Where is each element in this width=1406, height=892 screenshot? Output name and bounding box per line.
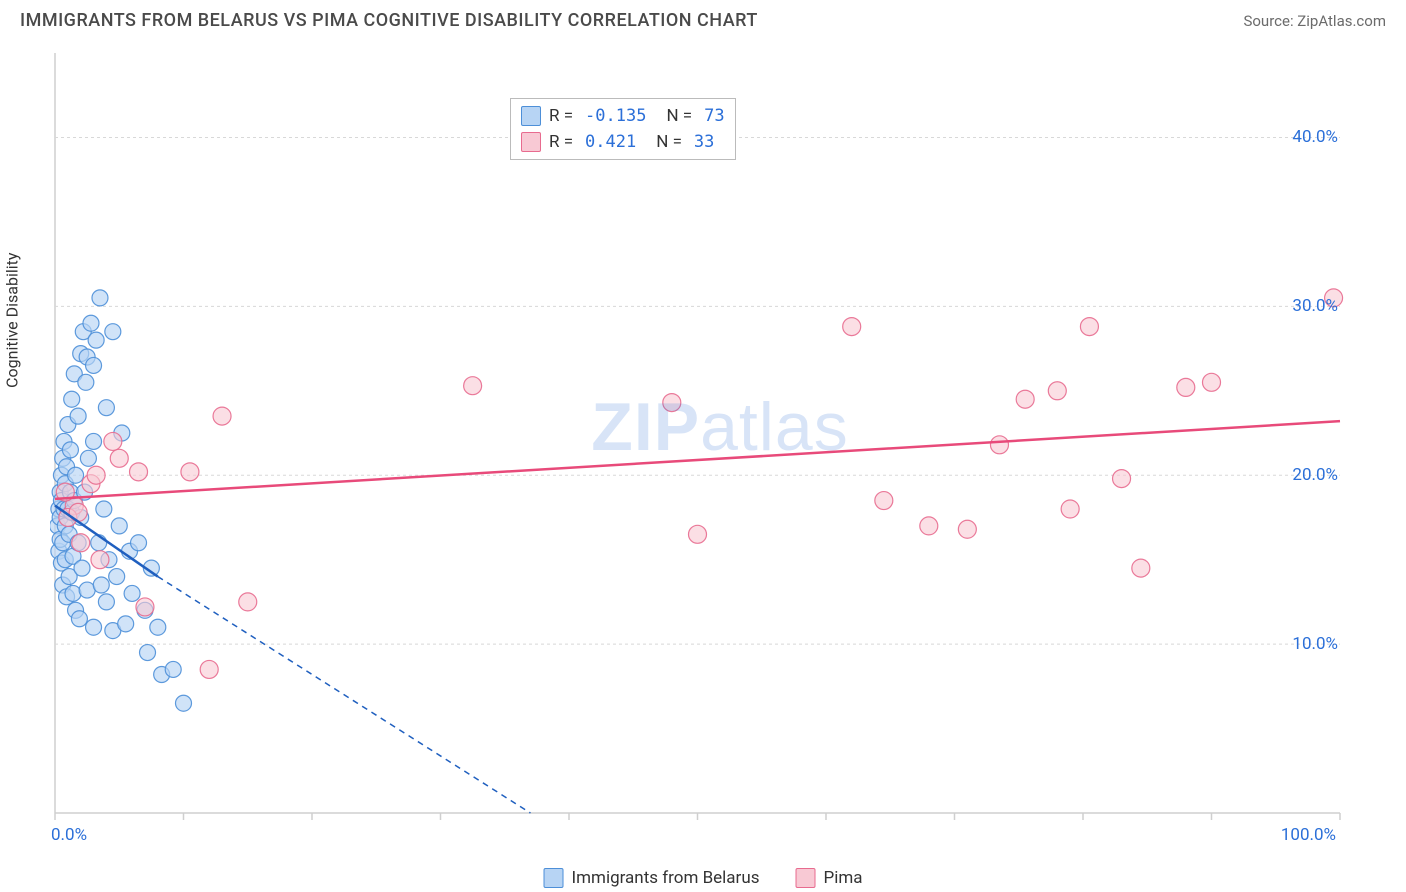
legend-label-2: Pima	[823, 868, 862, 888]
stats-legend-box: R = -0.135 N = 73 R = 0.421 N = 33	[510, 98, 736, 160]
y-tick-label: 30.0%	[1292, 296, 1338, 316]
legend-item-1: Immigrants from Belarus	[544, 868, 760, 888]
x-tick-label: 0.0%	[51, 825, 87, 845]
r-value-2: 0.421	[585, 132, 636, 152]
legend-item-2: Pima	[795, 868, 862, 888]
chart-area: ZIPatlas R = -0.135 N = 73 R = 0.421 N =…	[50, 48, 1390, 838]
n-value-2: 33	[694, 132, 714, 152]
r-value-1: -0.135	[585, 106, 646, 126]
y-tick-label: 10.0%	[1292, 634, 1338, 654]
legend-label-1: Immigrants from Belarus	[572, 868, 760, 888]
bottom-legend: Immigrants from Belarus Pima	[544, 868, 863, 888]
chart-title: IMMIGRANTS FROM BELARUS VS PIMA COGNITIV…	[20, 10, 758, 31]
stats-swatch-2	[521, 132, 541, 152]
y-axis-label: Cognitive Disability	[3, 253, 22, 388]
legend-swatch-2	[795, 868, 815, 888]
stats-swatch-1	[521, 106, 541, 126]
chart-header: IMMIGRANTS FROM BELARUS VS PIMA COGNITIV…	[0, 0, 1406, 37]
stats-row-series1: R = -0.135 N = 73	[521, 103, 725, 129]
x-tick-label: 100.0%	[1281, 825, 1336, 845]
y-tick-label: 40.0%	[1292, 127, 1338, 147]
source-attribution: Source: ZipAtlas.com	[1243, 12, 1386, 30]
scatter-plot-svg	[50, 48, 1390, 838]
n-value-1: 73	[704, 106, 724, 126]
y-tick-label: 20.0%	[1292, 465, 1338, 485]
legend-swatch-1	[544, 868, 564, 888]
stats-row-series2: R = 0.421 N = 33	[521, 129, 725, 155]
